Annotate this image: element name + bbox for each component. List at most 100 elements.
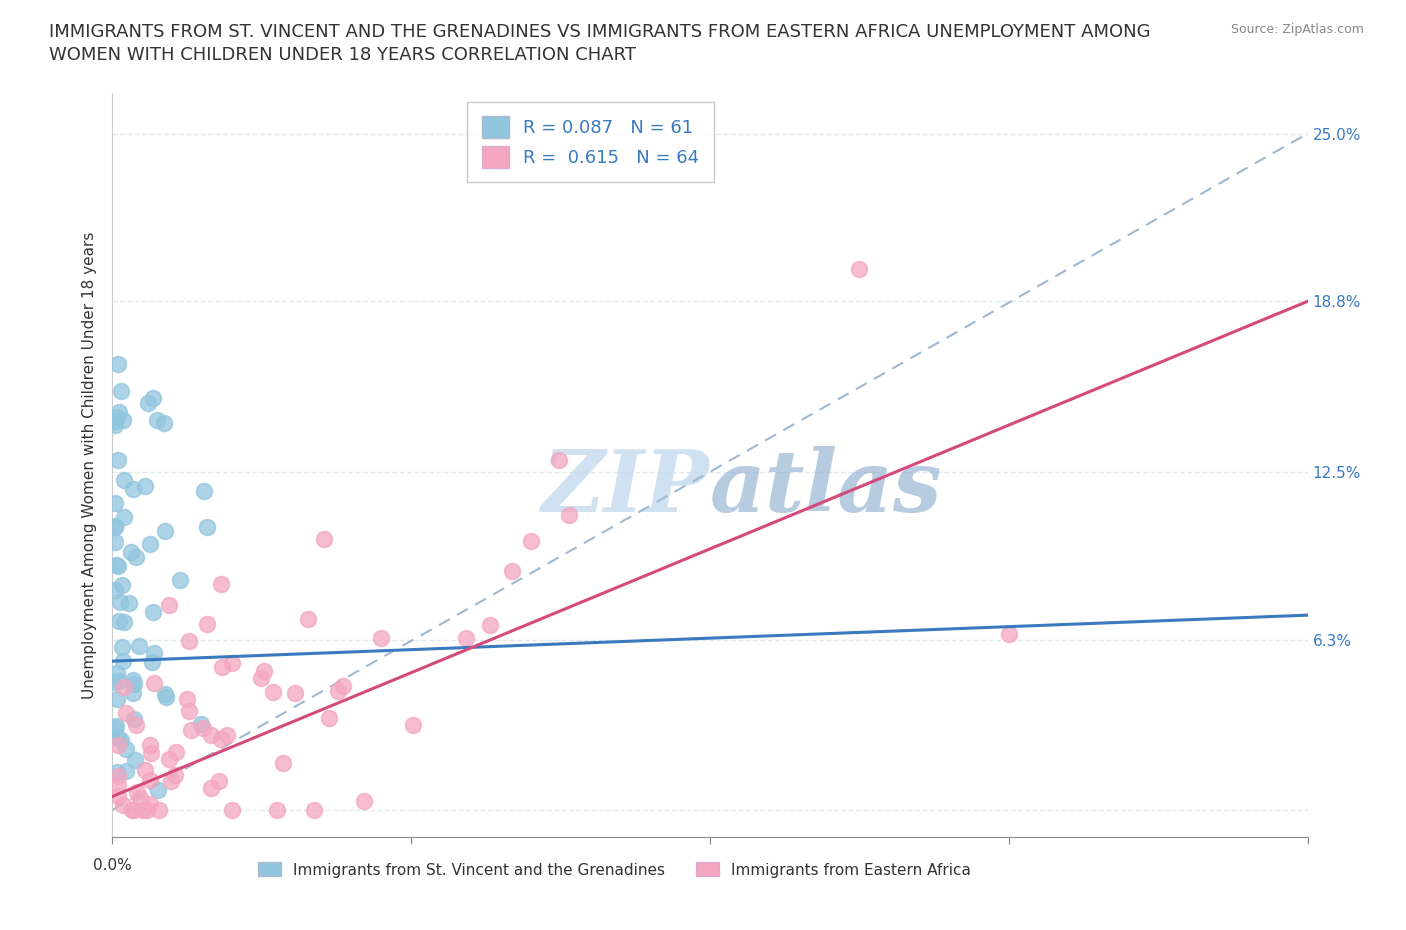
Point xyxy=(136,803,159,817)
Point xyxy=(177,703,200,718)
Point xyxy=(142,604,165,619)
Point xyxy=(146,413,169,428)
Point xyxy=(104,519,127,534)
Point xyxy=(211,659,233,674)
Point xyxy=(107,789,129,804)
Point xyxy=(163,767,186,782)
Point xyxy=(104,414,127,429)
Point xyxy=(478,618,501,633)
Point xyxy=(124,711,146,726)
Point xyxy=(160,773,183,788)
Point xyxy=(148,782,170,797)
Point xyxy=(107,452,129,467)
Point xyxy=(157,751,180,766)
Point xyxy=(217,727,239,742)
Point xyxy=(125,718,148,733)
Point xyxy=(302,803,325,817)
Point xyxy=(139,746,162,761)
Point xyxy=(165,745,187,760)
Point xyxy=(107,777,129,792)
Point xyxy=(104,721,127,736)
Point xyxy=(208,774,231,789)
Point xyxy=(104,418,127,432)
Point xyxy=(848,261,870,276)
Point xyxy=(112,797,135,812)
Point xyxy=(221,803,243,817)
Point xyxy=(112,473,135,488)
Point xyxy=(332,679,354,694)
Point xyxy=(108,674,131,689)
Text: IMMIGRANTS FROM ST. VINCENT AND THE GRENADINES VS IMMIGRANTS FROM EASTERN AFRICA: IMMIGRANTS FROM ST. VINCENT AND THE GREN… xyxy=(49,23,1150,41)
Point xyxy=(200,780,222,795)
Point xyxy=(104,519,127,534)
Point xyxy=(122,672,145,687)
Text: Source: ZipAtlas.com: Source: ZipAtlas.com xyxy=(1230,23,1364,36)
Point xyxy=(155,524,177,538)
Point xyxy=(134,478,156,493)
Point xyxy=(121,803,143,817)
Point xyxy=(501,563,523,578)
Y-axis label: Unemployment Among Women with Children Under 18 years: Unemployment Among Women with Children U… xyxy=(82,232,97,698)
Point xyxy=(112,680,135,695)
Point xyxy=(104,582,127,597)
Point xyxy=(104,675,127,690)
Point xyxy=(271,755,294,770)
Point xyxy=(143,645,166,660)
Point xyxy=(110,383,132,398)
Point xyxy=(402,717,425,732)
Point xyxy=(108,614,131,629)
Point xyxy=(209,731,232,746)
Point xyxy=(169,572,191,587)
Legend: Immigrants from St. Vincent and the Grenadines, Immigrants from Eastern Africa: Immigrants from St. Vincent and the Gren… xyxy=(250,855,979,885)
Point xyxy=(124,677,146,692)
Point xyxy=(456,631,478,646)
Point xyxy=(250,671,273,685)
Point xyxy=(193,484,215,498)
Point xyxy=(111,578,134,592)
Point xyxy=(139,773,162,788)
Point xyxy=(129,790,152,805)
Point xyxy=(115,705,138,720)
Point xyxy=(141,655,163,670)
Point xyxy=(139,797,162,812)
Point xyxy=(209,577,232,591)
Point xyxy=(318,711,340,725)
Point xyxy=(131,803,153,817)
Point xyxy=(107,768,129,783)
Point xyxy=(107,731,129,746)
Point xyxy=(195,617,218,631)
Point xyxy=(105,409,128,424)
Point xyxy=(105,665,128,680)
Point xyxy=(107,558,129,573)
Point xyxy=(124,752,146,767)
Point xyxy=(128,639,150,654)
Point xyxy=(155,690,177,705)
Point xyxy=(104,557,127,572)
Point xyxy=(191,721,214,736)
Point xyxy=(105,691,128,706)
Point xyxy=(520,534,543,549)
Point xyxy=(111,654,134,669)
Point xyxy=(138,737,160,752)
Text: ZIP: ZIP xyxy=(543,445,710,529)
Point xyxy=(104,496,127,511)
Point xyxy=(122,482,145,497)
Point xyxy=(326,684,349,698)
Point xyxy=(252,664,274,679)
Text: atlas: atlas xyxy=(710,445,942,529)
Point xyxy=(114,741,136,756)
Point xyxy=(143,676,166,691)
Point xyxy=(120,544,142,559)
Point xyxy=(548,453,571,468)
Point xyxy=(157,598,180,613)
Point xyxy=(370,631,392,645)
Point xyxy=(104,535,127,550)
Point xyxy=(108,594,131,609)
Point xyxy=(122,685,145,700)
Text: WOMEN WITH CHILDREN UNDER 18 YEARS CORRELATION CHART: WOMEN WITH CHILDREN UNDER 18 YEARS CORRE… xyxy=(49,46,636,64)
Text: 0.0%: 0.0% xyxy=(93,857,132,873)
Point xyxy=(115,764,138,778)
Point xyxy=(153,416,176,431)
Point xyxy=(266,803,288,817)
Point xyxy=(176,691,198,706)
